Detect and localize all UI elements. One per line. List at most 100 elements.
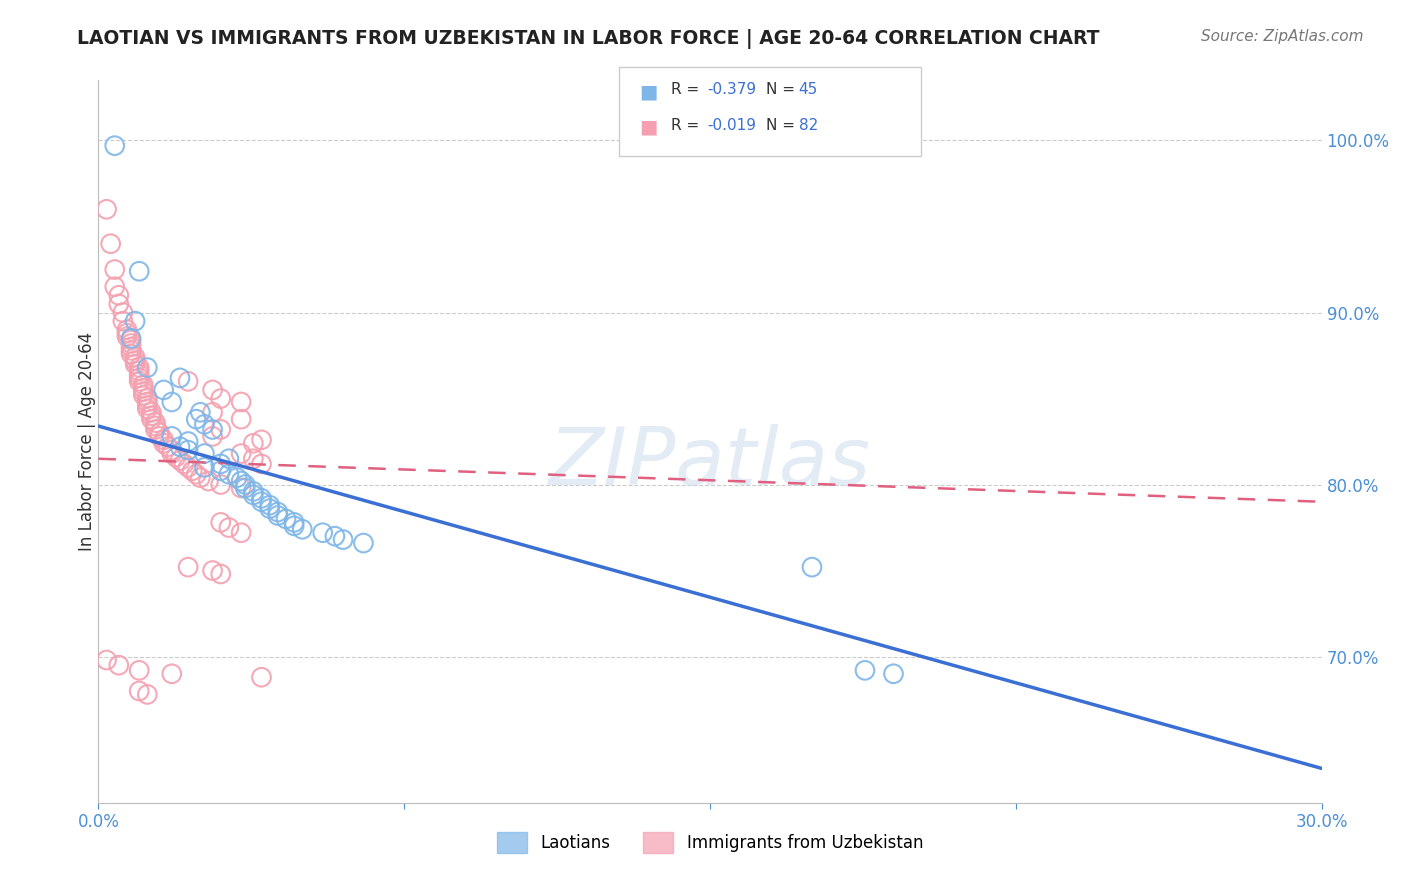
Point — [120, 343, 142, 358]
Point — [141, 405, 163, 419]
Point — [209, 464, 232, 478]
Point — [111, 305, 134, 319]
Point — [181, 464, 204, 478]
Point — [115, 329, 138, 343]
Point — [218, 467, 240, 482]
Point — [100, 236, 122, 251]
Point — [141, 409, 163, 423]
Point — [801, 560, 824, 574]
Point — [128, 375, 150, 389]
Point — [120, 336, 142, 351]
Point — [128, 684, 150, 698]
Point — [132, 388, 155, 402]
Point — [201, 564, 224, 578]
Point — [128, 371, 150, 385]
Point — [209, 457, 232, 471]
Point — [201, 429, 224, 443]
Point — [132, 381, 155, 395]
Point — [128, 264, 150, 278]
Point — [250, 670, 273, 684]
Point — [152, 436, 174, 450]
Point — [149, 429, 172, 443]
Point — [186, 412, 208, 426]
Point — [853, 664, 876, 678]
Point — [186, 467, 208, 482]
Point — [231, 481, 253, 495]
Point — [250, 433, 273, 447]
Point — [108, 297, 131, 311]
Point — [136, 392, 159, 406]
Text: ■: ■ — [640, 82, 658, 101]
Point — [231, 446, 253, 460]
Point — [156, 440, 179, 454]
Point — [242, 436, 264, 450]
Point — [259, 501, 281, 516]
Point — [267, 505, 290, 519]
Point — [177, 434, 200, 449]
Point — [209, 392, 232, 406]
Point — [132, 377, 155, 392]
Point — [201, 423, 224, 437]
Point — [169, 371, 191, 385]
Text: R =: R = — [671, 118, 704, 133]
Point — [104, 279, 127, 293]
Point — [188, 470, 212, 484]
Y-axis label: In Labor Force | Age 20-64: In Labor Force | Age 20-64 — [79, 332, 96, 551]
Text: N =: N = — [766, 118, 800, 133]
Point — [177, 560, 200, 574]
Point — [136, 687, 159, 701]
Point — [250, 491, 273, 506]
Point — [160, 443, 183, 458]
Point — [242, 488, 264, 502]
Point — [209, 516, 232, 530]
Point — [283, 516, 305, 530]
Point — [218, 520, 240, 534]
Point — [267, 508, 290, 523]
Point — [209, 567, 232, 582]
Point — [188, 405, 212, 419]
Point — [226, 470, 249, 484]
Point — [152, 433, 174, 447]
Point — [231, 474, 253, 488]
Point — [323, 529, 346, 543]
Point — [173, 457, 195, 471]
Point — [209, 477, 232, 491]
Point — [259, 498, 281, 512]
Text: Source: ZipAtlas.com: Source: ZipAtlas.com — [1201, 29, 1364, 45]
Point — [177, 460, 200, 475]
Point — [108, 658, 131, 673]
Point — [291, 522, 314, 536]
Point — [120, 347, 142, 361]
Point — [160, 429, 183, 443]
Point — [231, 525, 253, 540]
Point — [160, 395, 183, 409]
Point — [136, 395, 159, 409]
Point — [128, 368, 150, 382]
Text: ZIPatlas: ZIPatlas — [548, 425, 872, 502]
Text: 45: 45 — [799, 82, 818, 97]
Point — [169, 440, 191, 454]
Point — [108, 288, 131, 302]
Point — [193, 446, 215, 460]
Point — [145, 423, 167, 437]
Point — [242, 484, 264, 499]
Point — [152, 383, 174, 397]
Point — [201, 383, 224, 397]
Point — [124, 350, 146, 364]
Text: R =: R = — [671, 82, 704, 97]
Point — [233, 481, 256, 495]
Point — [883, 666, 905, 681]
Point — [145, 416, 167, 430]
Text: ■: ■ — [640, 118, 658, 136]
Point — [274, 512, 297, 526]
Point — [233, 477, 256, 491]
Point — [218, 451, 240, 466]
Legend: Laotians, Immigrants from Uzbekistan: Laotians, Immigrants from Uzbekistan — [491, 826, 929, 860]
Text: -0.379: -0.379 — [707, 82, 756, 97]
Point — [177, 375, 200, 389]
Point — [160, 666, 183, 681]
Point — [120, 340, 142, 354]
Point — [124, 357, 146, 371]
Point — [136, 360, 159, 375]
Point — [160, 446, 183, 460]
